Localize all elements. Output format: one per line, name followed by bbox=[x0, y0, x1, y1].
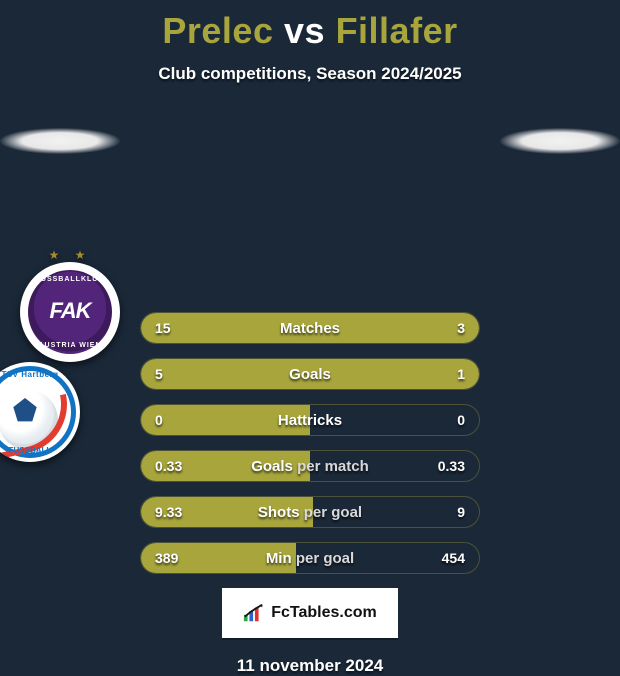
stat-row: Goals51 bbox=[140, 358, 480, 390]
bar-fill-left bbox=[141, 359, 422, 389]
bar-fill-left bbox=[141, 497, 313, 527]
bar-fill-left bbox=[141, 405, 310, 435]
title-vs-text: vs bbox=[284, 10, 325, 51]
stat-row: Hattricks00 bbox=[140, 404, 480, 436]
brand-text: FcTables.com bbox=[271, 604, 377, 622]
badge-shadow-left bbox=[0, 128, 120, 154]
title-vs-sp bbox=[325, 10, 336, 51]
stat-value-right: 0.33 bbox=[438, 458, 465, 474]
bar-fill-left bbox=[141, 313, 422, 343]
stat-value-right: 9 bbox=[457, 504, 465, 520]
badge-left-ring-top: FUSSBALLKLUB bbox=[20, 276, 120, 283]
stat-row: Goals per match0.330.33 bbox=[140, 450, 480, 482]
stat-value-right: 454 bbox=[442, 550, 465, 566]
stat-row: Min per goal389454 bbox=[140, 542, 480, 574]
bar-fill-left bbox=[141, 543, 296, 573]
player2-name: Fillafer bbox=[336, 10, 458, 51]
bar-fill-left bbox=[141, 451, 310, 481]
badge-stars: ★ ★ bbox=[20, 248, 120, 262]
bar-fill-right bbox=[422, 313, 479, 343]
subtitle: Club competitions, Season 2024/2025 bbox=[0, 64, 620, 84]
stat-row: Shots per goal9.339 bbox=[140, 496, 480, 528]
stat-row: Matches153 bbox=[140, 312, 480, 344]
comparison-table: Matches153 Goals51 Hattricks00 Goals per ma… bbox=[0, 312, 620, 574]
page-title: Prelec vs Fillafer bbox=[0, 0, 620, 52]
player1-name: Prelec bbox=[162, 10, 273, 51]
stat-value-right: 0 bbox=[457, 412, 465, 428]
footer-date: 11 november 2024 bbox=[0, 656, 620, 676]
badge-shadow-right bbox=[500, 128, 620, 154]
brand-badge[interactable]: FcTables.com bbox=[222, 588, 398, 638]
bar-fill-right bbox=[422, 359, 479, 389]
brand-logo-icon bbox=[243, 603, 265, 623]
